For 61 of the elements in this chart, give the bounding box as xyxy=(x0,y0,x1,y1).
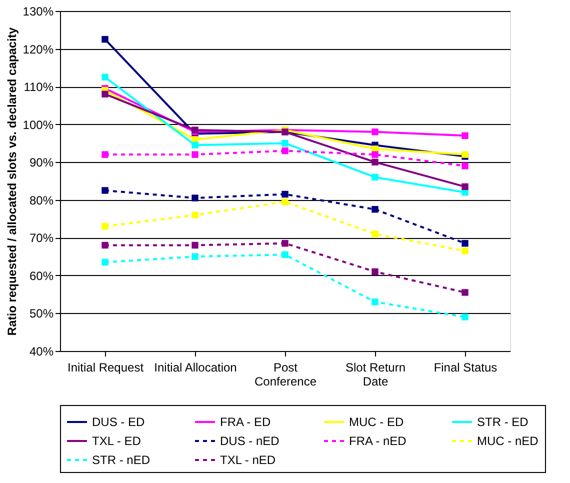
legend-label: STR - nED xyxy=(92,453,150,467)
y-tick-label: 90% xyxy=(29,156,54,170)
point xyxy=(102,187,108,194)
legend-label: DUS - nED xyxy=(220,434,280,448)
point xyxy=(372,206,378,213)
point xyxy=(372,174,378,181)
point xyxy=(282,140,288,147)
legend-label: FRA - nED xyxy=(349,434,407,448)
point xyxy=(102,36,108,43)
y-tick-label: 110% xyxy=(24,80,54,94)
point xyxy=(462,162,468,170)
y-tick-label: 40% xyxy=(29,344,54,358)
y-tick-label: 70% xyxy=(29,231,54,246)
x-tick-label: Slot Return Date xyxy=(345,360,406,388)
y-tick-label: 130% xyxy=(22,4,54,18)
legend-label: TXL - ED xyxy=(92,434,142,448)
point xyxy=(192,151,198,158)
point xyxy=(102,151,108,158)
y-tick-label: 60% xyxy=(29,268,54,283)
point xyxy=(462,132,468,140)
point xyxy=(372,151,378,158)
point xyxy=(102,90,108,98)
point xyxy=(102,74,108,80)
point xyxy=(192,242,198,249)
legend-label: MUC - ED xyxy=(349,415,404,429)
point xyxy=(462,183,468,190)
point xyxy=(282,147,288,154)
x-tick-label: Post Conference xyxy=(254,360,317,388)
legend-label: FRA - ED xyxy=(220,415,272,429)
y-tick-label: 80% xyxy=(29,193,54,208)
point xyxy=(462,314,468,320)
y-tick-label: 50% xyxy=(29,306,54,321)
x-tick-label: Initial Allocation xyxy=(154,360,237,374)
point xyxy=(102,242,108,249)
y-tick-label: 120% xyxy=(22,42,54,56)
point xyxy=(462,289,468,296)
point xyxy=(282,190,288,198)
y-tick-label: 100% xyxy=(22,118,54,132)
point xyxy=(282,251,288,258)
point xyxy=(192,142,198,148)
point xyxy=(192,253,198,260)
point xyxy=(462,248,468,254)
legend-label: TXL - nED xyxy=(220,453,276,467)
point xyxy=(102,222,108,230)
point xyxy=(462,240,468,247)
point xyxy=(282,198,288,206)
x-tick-label: Initial Request xyxy=(67,360,144,374)
point xyxy=(192,194,198,202)
point xyxy=(372,230,378,238)
y-axis-title: Ratio requested / allocated slots vs. declared capacity xyxy=(4,27,19,336)
point xyxy=(282,240,288,247)
point xyxy=(372,268,378,276)
legend-label: MUC - nED xyxy=(477,434,539,448)
point xyxy=(372,298,378,306)
point xyxy=(372,158,378,166)
x-tick-label: Final Status xyxy=(434,360,498,374)
legend-label: DUS - ED xyxy=(92,415,146,429)
point xyxy=(102,258,108,266)
point xyxy=(372,128,378,136)
point xyxy=(192,212,198,218)
legend-label: STR - ED xyxy=(477,415,529,429)
